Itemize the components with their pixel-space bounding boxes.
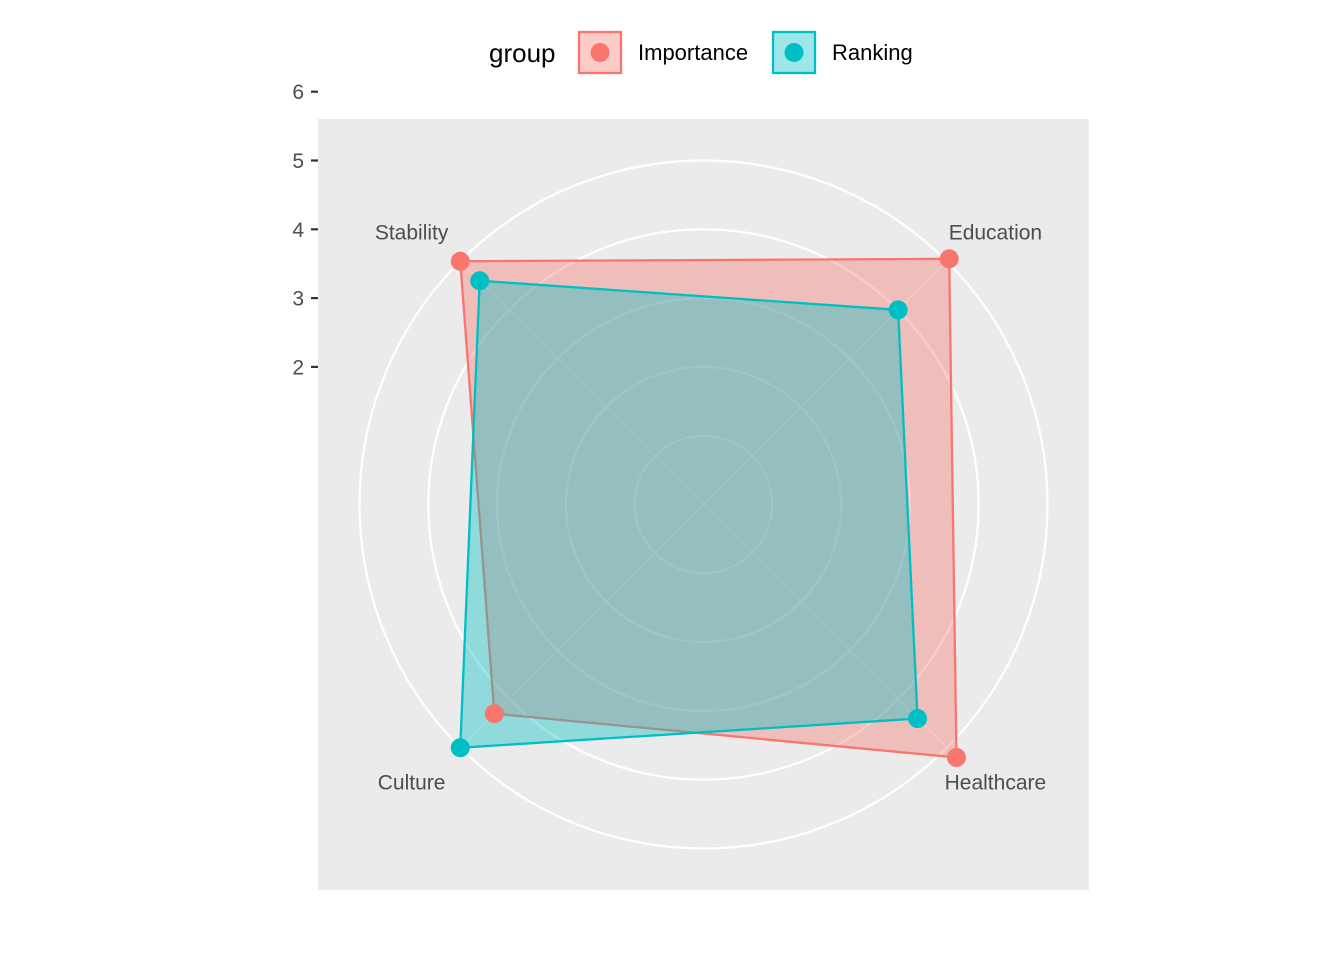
axis-tick-label: 2 xyxy=(292,356,304,379)
legend-items: Importance Ranking xyxy=(577,30,913,75)
data-point-ranking-stability xyxy=(470,271,490,291)
legend-key xyxy=(577,30,623,75)
axis-tick-label: 5 xyxy=(292,150,304,173)
legend-key-point xyxy=(590,43,610,62)
data-point-ranking-healthcare xyxy=(908,709,928,729)
grid-circle xyxy=(564,365,843,644)
axis-tick-label: 6 xyxy=(292,81,304,104)
legend-item-importance: Importance xyxy=(577,30,748,75)
grid-circle xyxy=(358,159,1049,850)
data-point-importance-healthcare xyxy=(946,747,966,767)
category-label-education: Education xyxy=(949,222,1042,245)
grid-circle xyxy=(496,297,911,712)
category-label-healthcare: Healthcare xyxy=(945,771,1047,794)
grid-circle xyxy=(633,434,774,575)
axis-tick-label: 4 xyxy=(292,219,304,242)
data-point-importance-culture xyxy=(484,704,504,724)
grid-spoke xyxy=(459,260,948,749)
data-point-importance-stability xyxy=(450,251,470,271)
grid-circle xyxy=(427,228,980,781)
category-label-stability: Stability xyxy=(375,222,449,245)
legend: group Importance Ranking xyxy=(489,30,913,75)
axis-tick-label: 3 xyxy=(292,288,304,311)
data-point-importance-education xyxy=(939,249,959,269)
legend-title: group xyxy=(489,38,556,68)
category-label-culture: Culture xyxy=(378,771,446,794)
data-point-ranking-education xyxy=(888,300,908,320)
radial-grid xyxy=(358,159,1049,850)
series-layer xyxy=(450,249,966,767)
legend-item-ranking: Ranking xyxy=(771,30,913,75)
radial-axis: 2 3 4 5 6 xyxy=(292,81,318,379)
data-point-ranking-culture xyxy=(450,738,470,758)
category-labels: Stability Education Healthcare Culture xyxy=(375,222,1046,795)
legend-label: Ranking xyxy=(832,40,913,65)
legend-label: Importance xyxy=(638,40,748,65)
legend-key-point xyxy=(784,43,804,62)
series-area-ranking xyxy=(459,279,919,749)
